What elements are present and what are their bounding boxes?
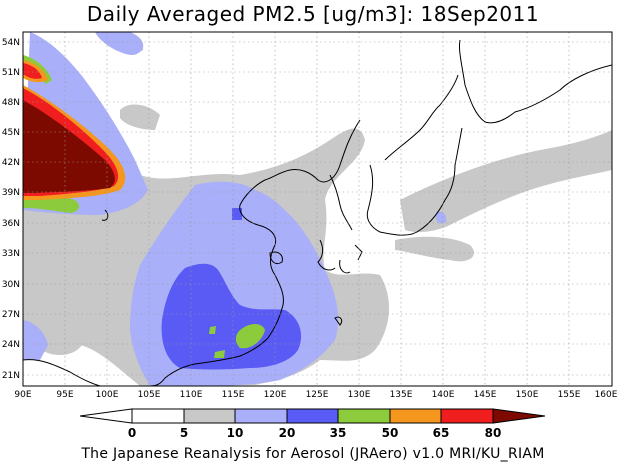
- coastlines: [23, 39, 612, 386]
- colorbar-over-arrow: [492, 408, 546, 424]
- lat-tick-label: 21N: [2, 371, 20, 381]
- lat-tick-label: 24N: [2, 340, 20, 350]
- colorbar-bin-20-35: [286, 408, 339, 424]
- colorbar-bin-50-65: [389, 408, 442, 424]
- lat-tick-label: 51N: [2, 68, 20, 78]
- lat-tick-label: 45N: [2, 128, 20, 138]
- lon-tick-label: 120E: [264, 390, 287, 400]
- lon-tick-label: 130E: [348, 390, 371, 400]
- lat-tick-label: 39N: [2, 188, 20, 198]
- lon-tick-label: 95E: [56, 390, 73, 400]
- lat-tick-label: 30N: [2, 280, 20, 290]
- lon-tick-label: 145E: [474, 390, 497, 400]
- lon-tick-label: 135E: [390, 390, 413, 400]
- colorbar-label: 5: [180, 426, 188, 440]
- map-frame: [22, 31, 613, 387]
- colorbar-label: 10: [227, 426, 244, 440]
- lat-tick-label: 27N: [2, 310, 20, 320]
- lat-tick-label: 33N: [2, 249, 20, 259]
- colorbar-bin-0-5: [131, 408, 185, 424]
- longitude-labels: 90E 95E 100E 105E 110E 115E 120E 125E 13…: [14, 390, 617, 400]
- lon-tick-label: 115E: [222, 390, 245, 400]
- lon-tick-label: 110E: [180, 390, 203, 400]
- colorbar-labels: 0 5 10 20 35 50 65 80: [128, 426, 502, 440]
- lon-tick-label: 90E: [14, 390, 31, 400]
- lon-tick-label: 125E: [306, 390, 329, 400]
- lat-tick-label: 48N: [2, 98, 20, 108]
- colorbar-label: 65: [433, 426, 450, 440]
- colorbar-label: 20: [279, 426, 296, 440]
- colorbar-under-arrow: [79, 408, 133, 424]
- lat-tick-label: 42N: [2, 158, 20, 168]
- lon-tick-label: 150E: [516, 390, 539, 400]
- latitude-labels: 54N 51N 48N 45N 42N 39N 36N 33N 30N 27N …: [2, 38, 20, 381]
- colorbar-label: 35: [330, 426, 347, 440]
- lon-tick-label: 140E: [432, 390, 455, 400]
- colorbar-bin-35-50: [337, 408, 391, 424]
- colorbar-label: 0: [128, 426, 136, 440]
- graticule: [23, 32, 612, 386]
- footer-credit: The Japanese Reanalysis for Aerosol (JRA…: [81, 446, 545, 462]
- pm25-layer-20-35: [161, 208, 302, 370]
- colorbar-bin-5-10: [183, 408, 236, 424]
- lat-tick-label: 36N: [2, 219, 20, 229]
- lon-tick-label: 105E: [138, 390, 161, 400]
- lon-tick-label: 160E: [595, 390, 618, 400]
- colorbar-label: 80: [485, 426, 502, 440]
- lon-tick-label: 100E: [96, 390, 119, 400]
- map-title: Daily Averaged PM2.5 [ug/m3]: 18Sep2011: [86, 2, 540, 26]
- colorbar-bin-10-20: [234, 408, 288, 424]
- lon-tick-label: 155E: [558, 390, 581, 400]
- lat-tick-label: 54N: [2, 38, 20, 48]
- colorbar-bin-65-80: [440, 408, 494, 424]
- colorbar-label: 50: [382, 426, 399, 440]
- colorbar: [79, 408, 546, 424]
- pm25-layer-80-plus: [23, 100, 115, 193]
